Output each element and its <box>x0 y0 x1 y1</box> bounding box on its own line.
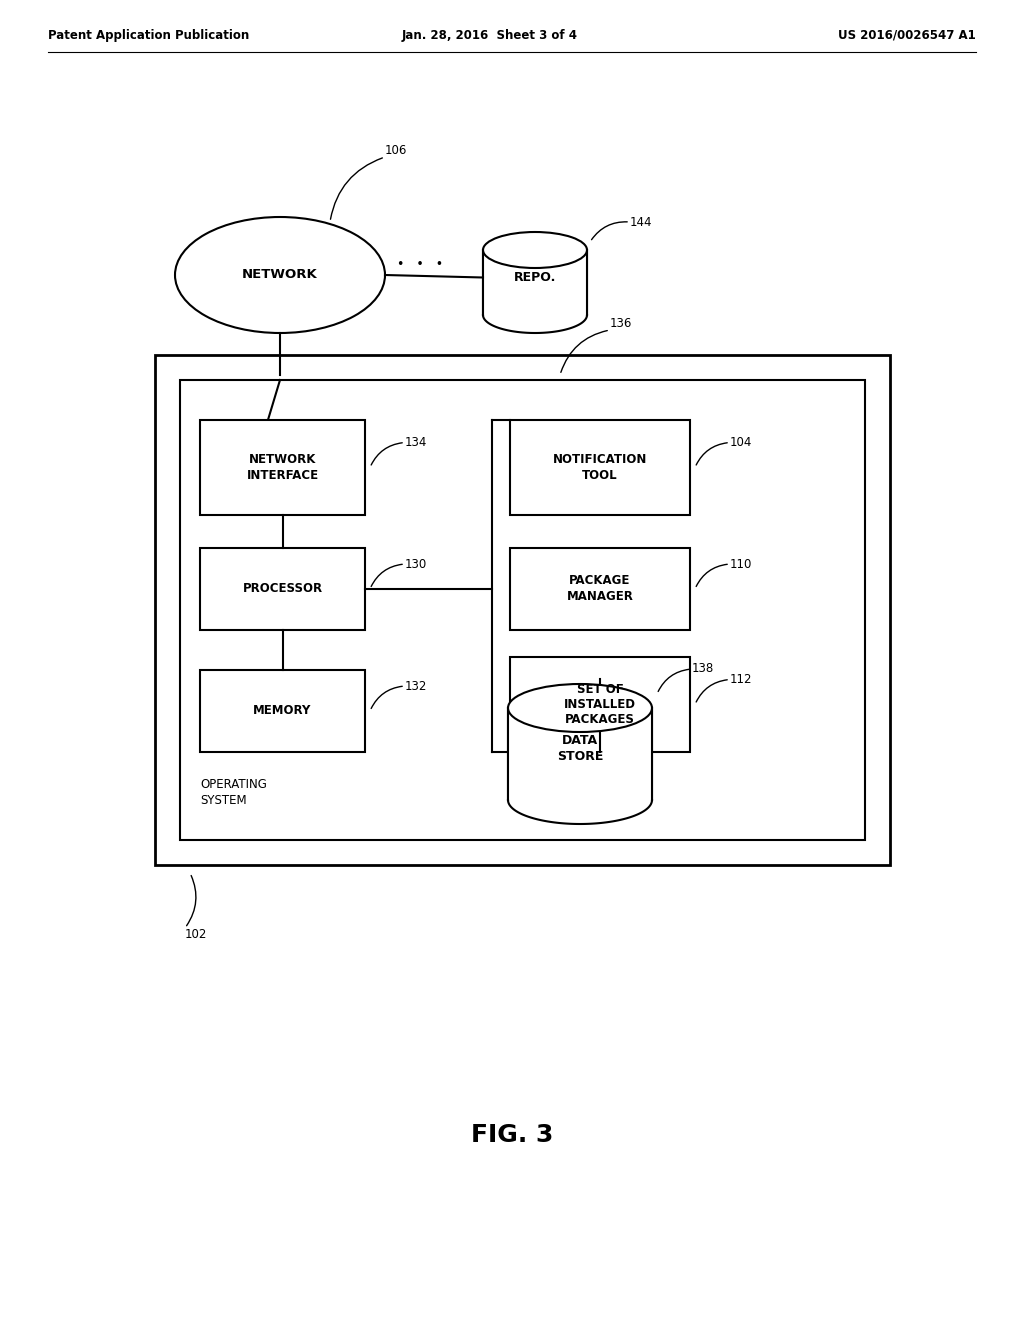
Ellipse shape <box>508 684 652 733</box>
FancyBboxPatch shape <box>510 657 690 752</box>
FancyBboxPatch shape <box>155 355 890 865</box>
Text: NETWORK: NETWORK <box>242 268 317 281</box>
Text: 132: 132 <box>406 680 427 693</box>
Text: 134: 134 <box>406 436 427 449</box>
Text: NOTIFICATION
TOOL: NOTIFICATION TOOL <box>553 453 647 482</box>
Text: 104: 104 <box>730 436 753 449</box>
Text: OPERATING
SYSTEM: OPERATING SYSTEM <box>200 777 267 807</box>
Bar <box>508 708 652 800</box>
Text: 102: 102 <box>185 928 208 941</box>
Text: REPO.: REPO. <box>514 271 556 284</box>
Text: SET OF
INSTALLED
PACKAGES: SET OF INSTALLED PACKAGES <box>564 682 636 726</box>
FancyBboxPatch shape <box>200 420 365 515</box>
Text: MEMORY: MEMORY <box>253 705 311 718</box>
Text: 144: 144 <box>630 215 652 228</box>
Text: 138: 138 <box>692 663 715 676</box>
Text: •   •   •: • • • <box>397 259 443 272</box>
Text: 112: 112 <box>730 673 753 686</box>
Text: Patent Application Publication: Patent Application Publication <box>48 29 249 41</box>
Text: FIG. 3: FIG. 3 <box>471 1123 553 1147</box>
FancyBboxPatch shape <box>510 420 690 515</box>
FancyBboxPatch shape <box>180 380 865 840</box>
Text: 136: 136 <box>610 317 633 330</box>
Text: US 2016/0026547 A1: US 2016/0026547 A1 <box>839 29 976 41</box>
FancyBboxPatch shape <box>200 548 365 630</box>
Ellipse shape <box>175 216 385 333</box>
Text: Jan. 28, 2016  Sheet 3 of 4: Jan. 28, 2016 Sheet 3 of 4 <box>402 29 578 41</box>
Text: PROCESSOR: PROCESSOR <box>243 582 323 595</box>
Text: NETWORK
INTERFACE: NETWORK INTERFACE <box>247 453 318 482</box>
Text: 110: 110 <box>730 557 753 570</box>
Text: 106: 106 <box>385 144 408 157</box>
Text: DATA
STORE: DATA STORE <box>557 734 603 763</box>
Text: PACKAGE
MANAGER: PACKAGE MANAGER <box>566 574 634 603</box>
Text: 130: 130 <box>406 557 427 570</box>
Bar <box>483 249 587 315</box>
FancyBboxPatch shape <box>510 548 690 630</box>
FancyBboxPatch shape <box>200 671 365 752</box>
Ellipse shape <box>483 232 587 268</box>
